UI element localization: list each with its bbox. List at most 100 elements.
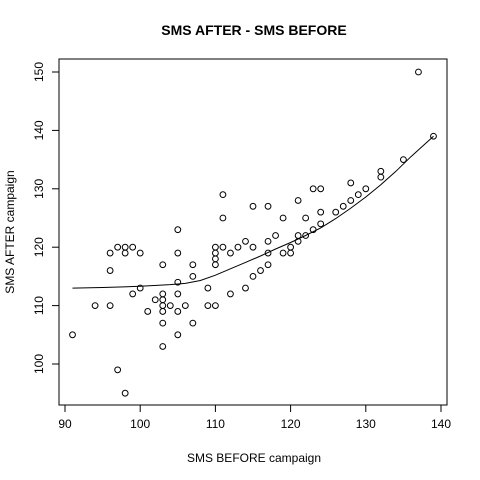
data-point [279, 214, 287, 222]
data-point [227, 290, 234, 298]
data-point [339, 202, 347, 210]
data-point [415, 68, 422, 76]
data-point [294, 232, 302, 239]
data-point [174, 278, 182, 286]
data-point [69, 331, 76, 339]
data-point [362, 185, 370, 193]
data-point [174, 249, 182, 257]
data-point [249, 243, 257, 251]
y-tick-label: 130 [32, 178, 46, 198]
data-point [159, 261, 167, 269]
data-point [279, 249, 287, 257]
data-point [136, 284, 144, 292]
x-tick-label: 100 [130, 417, 150, 431]
data-point [159, 308, 167, 315]
data-point [264, 249, 272, 257]
data-point [174, 308, 182, 315]
y-tick-label: 150 [32, 62, 46, 82]
data-point [114, 366, 122, 374]
data-point [129, 243, 137, 251]
data-point [354, 191, 362, 199]
x-tick-label: 140 [431, 417, 451, 431]
data-point [219, 191, 227, 199]
data-point [159, 290, 167, 298]
x-axis: 90 100 110 120 130 140 [58, 404, 451, 431]
y-tick-label: 110 [32, 296, 46, 315]
data-point [189, 273, 197, 280]
plot-frame [58, 58, 448, 406]
data-points [69, 68, 437, 397]
data-point [174, 226, 182, 234]
data-point [272, 232, 279, 239]
data-point [219, 214, 227, 222]
data-point [377, 173, 385, 181]
data-point [144, 308, 152, 315]
data-point [166, 302, 174, 310]
chart-title: SMS AFTER - SMS BEFORE [161, 22, 346, 38]
data-point [121, 243, 129, 251]
x-axis-label: SMS BEFORE campaign [187, 451, 321, 465]
data-point [242, 284, 249, 292]
x-tick-label: 120 [281, 417, 301, 431]
data-point [309, 226, 317, 234]
y-tick-label: 120 [32, 237, 46, 257]
data-point [430, 132, 437, 140]
data-point [294, 197, 302, 204]
data-point [400, 156, 407, 164]
data-point [212, 261, 219, 269]
data-point [302, 232, 310, 239]
data-point [264, 237, 272, 245]
lowess-smooth-line [72, 135, 434, 289]
data-point [189, 319, 197, 327]
data-point [332, 208, 340, 216]
data-point [106, 302, 114, 310]
data-point [212, 249, 219, 257]
data-point [317, 220, 325, 228]
data-point [189, 261, 197, 269]
data-point [121, 249, 129, 257]
data-point [151, 296, 159, 304]
data-point [121, 389, 129, 397]
data-point [212, 302, 219, 310]
data-point [227, 249, 234, 257]
y-axis-label: SMS AFTER campaign [3, 170, 17, 293]
data-point [136, 249, 144, 257]
data-point [347, 179, 355, 187]
data-point [309, 185, 317, 193]
data-point [159, 296, 167, 304]
data-point [234, 243, 242, 251]
data-point [264, 261, 272, 269]
data-point [174, 331, 182, 339]
data-point [212, 255, 219, 263]
data-point [159, 302, 167, 310]
data-point [347, 197, 355, 204]
y-tick-label: 140 [32, 120, 46, 140]
data-point [219, 243, 227, 251]
data-point [159, 343, 167, 350]
data-point [287, 243, 295, 251]
y-axis: 100 110 120 130 140 150 [32, 62, 60, 374]
data-point [249, 202, 257, 210]
data-point [204, 302, 212, 310]
data-point [317, 208, 325, 216]
data-point [249, 273, 257, 280]
x-tick-label: 130 [356, 417, 376, 431]
data-point [204, 284, 212, 292]
y-tick-label: 100 [32, 354, 46, 374]
x-tick-label: 90 [58, 417, 72, 431]
data-point [377, 167, 385, 175]
data-point [242, 237, 249, 245]
data-point [302, 214, 310, 222]
data-point [174, 290, 182, 298]
data-point [264, 202, 272, 210]
data-point [287, 249, 295, 257]
data-point [181, 302, 189, 310]
data-point [106, 267, 114, 274]
data-point [257, 267, 264, 274]
data-point [212, 243, 219, 251]
data-point [91, 302, 99, 310]
data-point [317, 185, 325, 193]
data-point [159, 319, 167, 327]
data-point [129, 290, 137, 298]
